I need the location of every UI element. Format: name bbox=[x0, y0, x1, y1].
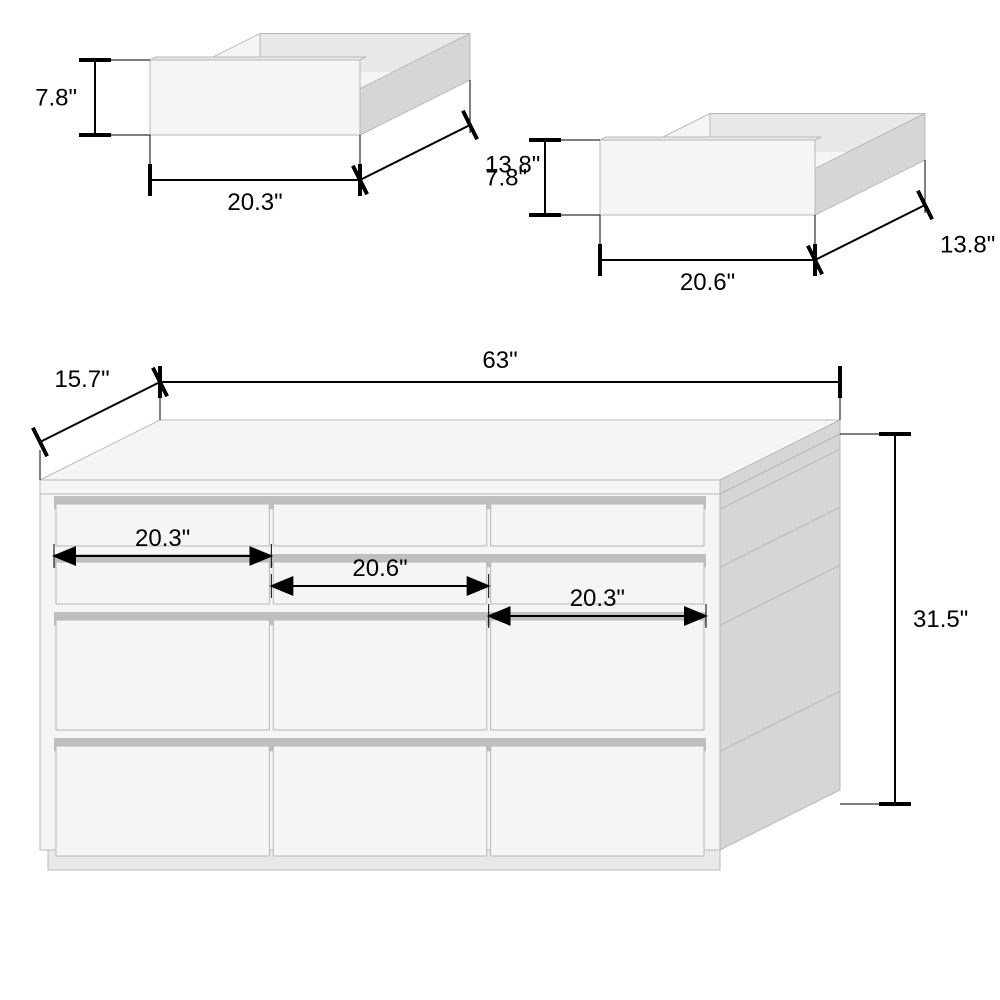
drawer-front bbox=[491, 620, 704, 730]
drawer-height-label: 7.8" bbox=[35, 85, 77, 112]
drawer-height-label: 7.8" bbox=[485, 165, 527, 192]
dimension-diagram: 7.8" 20.3" 13.8"7.8" 20.6" 13.8" 15.7" 63" 31.5… bbox=[0, 0, 1000, 1000]
drawer-front bbox=[273, 504, 486, 546]
dresser-depth-label: 15.7" bbox=[54, 366, 109, 393]
drawer-front bbox=[491, 746, 704, 856]
dresser: 15.7" 63" 31.5" 20.3" 20.6" 20.3" bbox=[40, 347, 968, 870]
col-left-label: 20.3" bbox=[135, 525, 190, 552]
drawer-front bbox=[56, 620, 269, 730]
drawer-depth-label: 13.8" bbox=[940, 232, 995, 259]
dresser-height-label: 31.5" bbox=[913, 606, 968, 633]
drawer-front bbox=[273, 620, 486, 730]
drawer-width-label: 20.6" bbox=[680, 269, 735, 296]
drawer-front bbox=[491, 504, 704, 546]
drawer-front bbox=[56, 746, 269, 856]
col-right-label: 20.3" bbox=[570, 585, 625, 612]
drawer-front bbox=[56, 562, 269, 604]
drawer-small-left: 7.8"20.3"13.8" bbox=[35, 34, 540, 217]
drawer-front bbox=[273, 746, 486, 856]
drawer-small-right: 7.8" 20.6" 13.8" bbox=[485, 114, 995, 297]
drawer-width-label: 20.3" bbox=[227, 189, 282, 216]
col-mid-label: 20.6" bbox=[352, 555, 407, 582]
dresser-width-label: 63" bbox=[482, 347, 517, 374]
